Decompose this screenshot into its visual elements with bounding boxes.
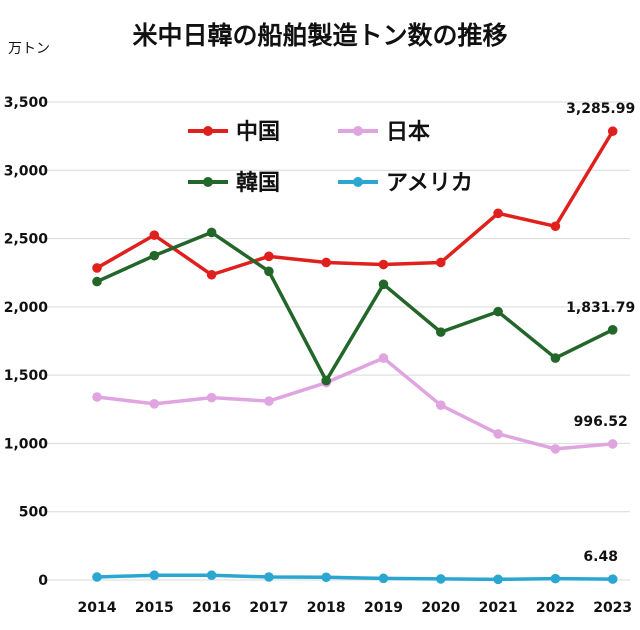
y-tick-label: 0 [38,573,48,589]
x-tick-label: 2019 [364,600,403,616]
data-point [264,572,274,582]
data-point [436,327,446,337]
data-point [493,574,503,585]
data-point [607,574,618,584]
data-point [149,230,160,240]
series-日本 [92,353,618,454]
legend-item-アメリカ: アメリカ [338,171,473,196]
data-point [436,400,446,410]
legend-label: アメリカ [386,171,473,196]
series-line [95,573,615,582]
data-point [378,573,389,584]
legend-swatch-marker [353,126,363,136]
data-point [264,396,274,406]
legend-item-日本: 日本 [338,120,430,145]
data-point [436,574,446,584]
data-point [493,429,503,439]
y-tick-label: 3,500 [4,95,49,111]
data-point [493,208,503,219]
x-tick-label: 2021 [479,600,518,616]
legend-item-韓国: 韓国 [188,170,280,196]
value-label: 996.52 [574,414,628,430]
series-韓国 [92,227,618,386]
legend-label: 日本 [386,120,430,145]
series-アメリカ [92,570,618,585]
data-point [264,251,274,262]
y-tick-label: 2,500 [4,232,49,248]
x-tick-label: 2018 [307,600,346,616]
series-line [95,230,615,383]
y-axis-unit: 万トン [8,41,50,57]
y-tick-label: 1,500 [4,368,49,384]
data-point [607,126,618,137]
data-point [550,444,561,454]
y-tick-label: 3,000 [4,163,49,179]
data-point [607,325,618,335]
data-point [149,250,160,261]
data-point [149,399,160,409]
x-tick-label: 2017 [249,600,288,616]
legend-label: 韓国 [236,170,280,196]
value-label: 1,831.79 [566,300,635,316]
y-tick-label: 500 [19,505,48,521]
x-tick-label: 2020 [421,600,460,616]
chart-title: 米中日韓の船舶製造トン数の推移 [132,21,507,50]
data-point [149,570,160,581]
y-axis-ticks: 0 500 1,000 1,500 2,000 2,500 3,000 3,500 [4,95,49,589]
data-point [378,259,389,270]
data-point [321,375,332,386]
data-point [92,263,102,273]
x-tick-label: 2014 [78,600,117,616]
data-point [321,572,332,583]
data-point [264,266,274,277]
data-point [92,392,102,402]
data-point [550,353,561,363]
legend-label: 中国 [236,120,280,145]
data-point [206,227,217,238]
data-point [321,257,332,268]
x-tick-label: 2015 [135,600,174,616]
value-label: 3,285.99 [566,101,635,117]
series-group [92,126,618,585]
data-point [493,306,503,317]
data-point [92,572,102,582]
series-中国 [92,126,618,280]
legend-swatch-marker [203,177,213,187]
series-line [95,356,615,451]
value-annotations: 3,285.99 1,831.79 996.52 6.48 [566,101,635,565]
x-tick-label: 2016 [192,600,231,616]
x-tick-label: 2023 [593,600,632,616]
data-point [206,269,217,280]
data-point [92,276,102,287]
x-tick-label: 2022 [536,600,575,616]
data-point [550,573,561,584]
data-point [550,221,561,232]
data-point [436,257,446,268]
data-point [206,570,217,581]
data-point [607,439,618,449]
y-tick-label: 1,000 [4,436,49,452]
x-axis-ticks: 2014 2015 2016 2017 2018 2019 2020 2021 2022 2023 [78,600,633,616]
y-tick-label: 2,000 [4,300,49,316]
gridlines [45,101,630,581]
data-point [378,279,389,290]
legend-swatch-marker [353,177,363,187]
legend-swatch-marker [203,126,213,136]
value-label: 6.48 [583,549,618,565]
series-line [95,129,615,277]
legend-item-中国: 中国 [188,120,280,145]
data-point [378,353,389,363]
data-point [206,392,217,403]
